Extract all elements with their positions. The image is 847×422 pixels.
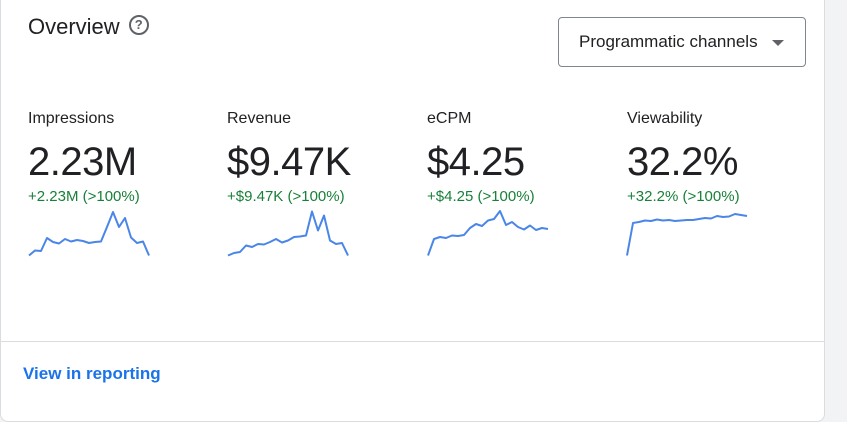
metric-label: Revenue	[227, 110, 292, 127]
metric-change: +32.2% (>100%)	[627, 188, 740, 205]
viewability-sparkline	[626, 213, 748, 256]
arrow-drop-down-icon	[772, 40, 784, 46]
card-title: Overview	[28, 14, 120, 39]
metric-label: Viewability	[627, 110, 703, 127]
metric-revenue: Revenue $9.47K +$9.47K (>100%)	[227, 110, 407, 205]
revenue-sparkline	[227, 210, 349, 257]
impressions-sparkline	[28, 211, 150, 257]
channel-dropdown[interactable]: Programmatic channels	[558, 17, 806, 67]
help-circle-icon[interactable]: ?	[128, 15, 149, 35]
sparkline-line	[626, 213, 748, 256]
sparkline-line	[227, 210, 349, 257]
metric-label: Impressions	[28, 110, 115, 127]
metric-value: 2.23M	[28, 140, 137, 184]
card-header: Overview ?	[28, 14, 149, 40]
metric-change: +2.23M (>100%)	[28, 188, 140, 205]
metric-value: $9.47K	[227, 140, 351, 184]
metric-change: +$9.47K (>100%)	[227, 188, 345, 205]
metric-value: 32.2%	[627, 140, 738, 184]
metric-viewability: Viewability 32.2% +32.2% (>100%)	[627, 110, 807, 205]
overview-card: Overview ? Programmatic channels Impress…	[0, 0, 825, 422]
metric-change: +$4.25 (>100%)	[427, 188, 535, 205]
view-in-reporting-link[interactable]: View in reporting	[23, 364, 161, 383]
ecpm-sparkline	[427, 210, 549, 256]
sparkline-line	[427, 210, 549, 256]
channel-dropdown-value: Programmatic channels	[579, 32, 758, 51]
metric-impressions: Impressions 2.23M +2.23M (>100%)	[28, 110, 208, 205]
metric-ecpm: eCPM $4.25 +$4.25 (>100%)	[427, 110, 607, 205]
metric-value: $4.25	[427, 140, 525, 184]
footer-divider	[1, 341, 824, 342]
metric-label: eCPM	[427, 110, 472, 127]
sparkline-line	[28, 211, 150, 257]
